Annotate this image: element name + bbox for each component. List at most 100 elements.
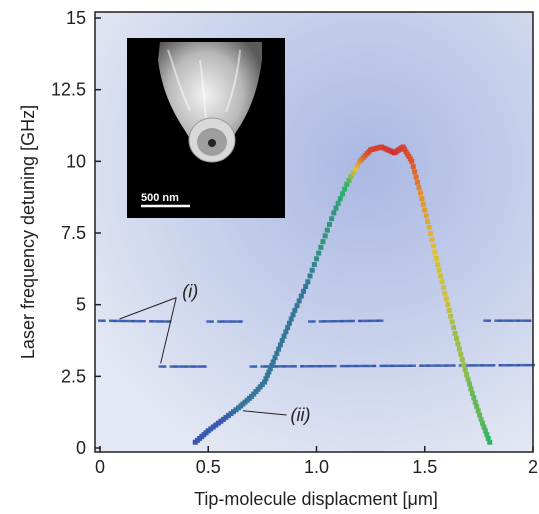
line-i-mark bbox=[300, 365, 305, 368]
line-i-mark bbox=[516, 363, 521, 367]
trajectory-ii-mark bbox=[429, 237, 435, 243]
trajectory-ii-mark bbox=[314, 256, 319, 262]
line-i-mark bbox=[422, 364, 427, 367]
line-i-mark bbox=[358, 319, 363, 323]
line-i-mark bbox=[274, 365, 279, 368]
trajectory-ii-mark bbox=[303, 284, 309, 290]
line-i-mark bbox=[451, 364, 456, 367]
trajectory-ii-mark bbox=[324, 227, 330, 233]
line-i-mark bbox=[176, 365, 181, 368]
trajectory-ii-mark bbox=[416, 185, 422, 191]
trajectory-ii-mark bbox=[344, 181, 350, 187]
line-i-mark bbox=[404, 364, 409, 368]
trajectory-ii-mark bbox=[264, 372, 270, 378]
trajectory-ii-mark bbox=[469, 391, 475, 397]
line-i-mark bbox=[393, 364, 398, 368]
trajectory-ii-mark bbox=[210, 424, 216, 430]
line-i-mark bbox=[527, 319, 532, 322]
line-i-mark bbox=[448, 364, 453, 367]
line-i-mark bbox=[112, 319, 117, 323]
trajectory-ii-mark bbox=[208, 426, 214, 432]
trajectory-ii-mark bbox=[339, 191, 345, 197]
trajectory-ii-mark bbox=[283, 329, 289, 335]
line-i-mark bbox=[329, 320, 334, 323]
trajectory-ii-mark bbox=[269, 362, 275, 368]
trajectory-ii-mark bbox=[266, 369, 272, 375]
line-i-mark bbox=[487, 319, 492, 322]
line-i-mark bbox=[314, 364, 319, 368]
annotation-i-leader bbox=[119, 297, 177, 320]
line-i-mark bbox=[386, 364, 391, 368]
line-i-mark bbox=[220, 320, 225, 323]
trajectory-ii-mark bbox=[471, 395, 477, 401]
y-axis-label: Laser frequency detuning [GHz] bbox=[18, 105, 38, 359]
line-i-mark bbox=[512, 319, 517, 322]
trajectory-ii-mark bbox=[449, 319, 455, 325]
trajectory-ii-mark bbox=[481, 424, 487, 430]
trajectory-ii-mark bbox=[335, 200, 341, 206]
line-i-mark bbox=[505, 319, 510, 322]
trajectory-ii-mark bbox=[281, 333, 287, 339]
line-i-mark bbox=[379, 319, 384, 322]
line-i-mark bbox=[249, 365, 254, 368]
line-i-mark bbox=[368, 319, 373, 323]
trajectory-ii-mark bbox=[337, 196, 343, 202]
line-i-mark bbox=[347, 319, 352, 323]
trajectory-ii-mark bbox=[465, 376, 471, 382]
trajectory-ii-mark bbox=[331, 210, 337, 216]
line-i-mark bbox=[458, 364, 463, 367]
line-i-mark bbox=[365, 319, 370, 323]
trajectory-ii-mark bbox=[430, 243, 436, 249]
line-i-mark bbox=[350, 319, 355, 323]
trajectory-ii-mark bbox=[272, 355, 278, 361]
line-i-mark bbox=[411, 364, 416, 367]
trajectory-ii-mark bbox=[215, 420, 221, 426]
line-i-mark bbox=[333, 319, 338, 323]
trajectory-ii-mark bbox=[276, 346, 282, 352]
line-i-mark bbox=[444, 364, 449, 367]
y-tick-label: 15 bbox=[66, 8, 86, 28]
line-i-mark bbox=[516, 319, 521, 322]
trajectory-ii-mark bbox=[446, 307, 452, 313]
line-i-mark bbox=[98, 319, 102, 322]
trajectory-ii-mark bbox=[475, 408, 481, 414]
trajectory-ii-mark bbox=[439, 279, 445, 285]
plot-frame bbox=[94, 11, 534, 453]
line-i-mark bbox=[357, 364, 362, 368]
trajectory-ii-mark bbox=[425, 219, 431, 225]
line-i-mark bbox=[437, 364, 442, 367]
trajectory-ii-mark bbox=[350, 170, 356, 176]
line-i-mark bbox=[311, 320, 316, 323]
trajectory-ii-mark bbox=[413, 174, 419, 180]
line-i-mark bbox=[224, 320, 229, 323]
trajectory-ii-mark bbox=[320, 239, 326, 245]
line-i-mark bbox=[123, 319, 128, 323]
x-tick-label: 2 bbox=[528, 457, 538, 477]
line-i-mark bbox=[498, 364, 503, 367]
x-tick-label: 0 bbox=[95, 457, 105, 477]
line-i-mark bbox=[101, 319, 106, 322]
line-i-mark bbox=[308, 320, 313, 323]
trajectory-ii-mark bbox=[479, 420, 485, 426]
line-i-mark bbox=[383, 364, 388, 368]
line-i-mark bbox=[429, 364, 434, 367]
trajectory-ii-mark bbox=[294, 303, 300, 309]
line-i-mark bbox=[149, 320, 154, 323]
trajectory-ii-mark bbox=[426, 224, 432, 230]
trajectory-ii-mark bbox=[456, 346, 462, 352]
trajectory-ii-mark bbox=[420, 201, 426, 207]
line-i-mark bbox=[466, 364, 471, 367]
line-i-mark bbox=[108, 319, 113, 323]
line-i-mark bbox=[440, 364, 445, 367]
trajectory-ii-mark bbox=[468, 386, 474, 392]
line-i-mark bbox=[152, 320, 157, 323]
line-i-mark bbox=[307, 365, 312, 368]
line-i-mark bbox=[523, 363, 528, 367]
trajectory-ii-mark bbox=[322, 233, 328, 239]
line-i-mark bbox=[292, 365, 297, 368]
trajectory-ii-mark bbox=[267, 366, 273, 372]
annotation-i-leader bbox=[160, 297, 177, 364]
trajectory-ii-mark bbox=[477, 412, 483, 418]
y-tick-label: 5 bbox=[76, 295, 86, 315]
